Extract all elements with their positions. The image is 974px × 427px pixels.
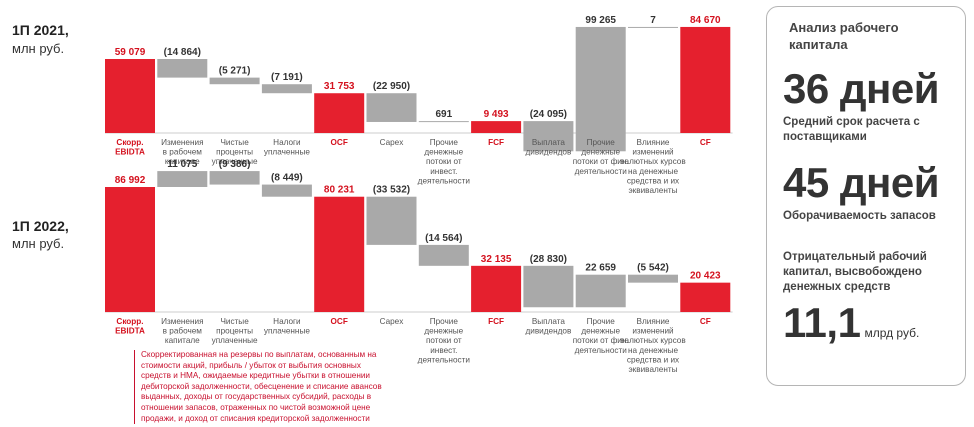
category-label-2021-7: FCF (488, 138, 504, 147)
data-label-2021-11: 84 670 (690, 15, 721, 26)
chart-unit-2021: млн руб. (12, 41, 65, 56)
bar-2021-3 (261, 84, 312, 94)
data-label-2021-8: (24 095) (530, 109, 567, 120)
category-label-2022-9: Прочие денежные потоки от фин. деятельности (573, 317, 629, 355)
bar-2022-6 (418, 244, 469, 266)
category-label-2021-6: Прочие денежные потоки от инвест. деятельнос… (418, 138, 470, 185)
data-label-2022-5: (33 532) (373, 185, 410, 196)
category-label-2021-0: Скорр. EBIDTA (115, 138, 145, 157)
data-label-2021-2: (5 271) (219, 66, 251, 77)
bar-2022-2 (209, 171, 260, 185)
category-label-2022-1: Изменения в рабочем капитале (161, 317, 203, 345)
bar-2021-1 (157, 59, 208, 78)
data-label-2021-7: 9 493 (484, 109, 509, 120)
bar-2021-0 (105, 59, 155, 133)
category-label-2021-3: Налоги уплаченные (264, 138, 310, 157)
category-label-2022-0: Скорр. EBIDTA (115, 317, 145, 336)
bar-2021-10 (628, 26, 678, 28)
chart-title-2022: 1П 2022, (12, 218, 69, 234)
data-label-2022-10: (5 542) (637, 263, 669, 274)
category-label-2021-4: OCF (331, 138, 348, 147)
category-label-2022-7: FCF (488, 317, 504, 326)
negative-wc-label: Отрицательный рабочий капитал, высвобожд… (783, 251, 927, 293)
category-label-2022-3: Налоги уплаченные (264, 317, 310, 336)
data-label-2021-1: (14 864) (164, 47, 201, 58)
bar-2022-5 (366, 196, 417, 245)
data-label-2022-0: 86 992 (115, 175, 146, 186)
chart-title-2021: 1П 2021, (12, 22, 69, 38)
bar-2021-6 (418, 121, 469, 123)
footnote: Скорректированная на резервы по выплатам… (134, 350, 386, 425)
inventory-days-value: 45 дней (783, 159, 940, 206)
negative-wc-number: 11,1 (783, 299, 861, 346)
data-label-2022-3: (8 449) (271, 173, 303, 184)
data-label-2021-4: 31 753 (324, 81, 355, 92)
category-label-2021-8: Выплата дивидендов (525, 138, 571, 157)
bar-2021-2 (209, 77, 260, 85)
working-capital-panel: Анализ рабочего капитала 36 дней Средний… (766, 6, 966, 386)
data-label-2021-6: 691 (435, 109, 452, 120)
bar-2021-5 (366, 93, 417, 122)
data-label-2021-9: 99 265 (585, 15, 616, 26)
panel-title: Анализ рабочего капитала (789, 20, 899, 52)
data-label-2022-7: 32 135 (481, 254, 512, 265)
negative-wc-unit: млрд руб. (864, 326, 920, 340)
category-label-2021-9: Прочие денежные потоки от фин. деятельности (573, 138, 629, 176)
category-label-2022-11: CF (700, 317, 711, 326)
payables-days-label: Средний срок расчета с поставщиками (783, 116, 920, 143)
category-label-2022-8: Выплата дивидендов (525, 317, 571, 336)
bar-2021-11 (680, 26, 731, 134)
data-label-2021-0: 59 079 (115, 47, 146, 58)
chart-unit-2022: млн руб. (12, 236, 65, 251)
data-label-2022-8: (28 830) (530, 254, 567, 265)
waterfall-charts: 1П 2021, млн руб. 1П 2022, млн руб. 59 0… (12, 15, 733, 425)
bar-2021-9 (575, 26, 626, 152)
bar-2022-1 (157, 171, 208, 187)
category-label-2022-4: OCF (331, 317, 348, 326)
waterfall-svg: 59 079 Скорр. EBIDTA (14 864) Изменения в раб… (105, 15, 733, 374)
bar-2021-7 (471, 121, 522, 133)
category-label-2021-1: Изменения в рабочем капитале (161, 138, 203, 166)
data-label-2022-9: 22 659 (585, 263, 616, 274)
bar-2022-10 (628, 274, 678, 283)
bar-2021-4 (314, 93, 365, 133)
category-label-2021-2: Чистые проценты уплаченные (212, 138, 258, 166)
category-label-2021-11: CF (700, 138, 711, 147)
payables-days-value: 36 дней (783, 65, 940, 112)
bar-2022-8 (523, 265, 574, 308)
data-label-2022-6: (14 564) (425, 233, 462, 244)
bar-2022-9 (575, 274, 626, 308)
category-label-2021-5: Capex (380, 138, 404, 147)
category-label-2022-6: Прочие денежные потоки от инвест. деятельнос… (418, 317, 470, 364)
bar-2022-11 (680, 282, 731, 312)
data-label-2022-11: 20 423 (690, 271, 721, 282)
data-label-2022-1: 11 075 (167, 159, 197, 170)
bar-2022-3 (261, 184, 312, 197)
bar-2022-4 (314, 196, 365, 312)
inventory-days-label: Оборачиваемость запасов (783, 210, 936, 222)
category-label-2022-10: Влияние изменений валютных курсов на денежн… (620, 317, 685, 374)
data-label-2021-5: (22 950) (373, 81, 410, 92)
data-label-2021-10: 7 (650, 15, 656, 26)
data-label-2022-4: 80 231 (324, 185, 355, 196)
category-label-2021-10: Влияние изменений валютных курсов на денежн… (620, 138, 685, 195)
bar-2022-0 (105, 187, 155, 312)
data-label-2021-3: (7 191) (271, 72, 303, 83)
bar-2021-8 (523, 121, 574, 152)
negative-wc-value: 11,1 млрд руб. (783, 301, 949, 355)
data-label-2022-2: (9 386) (219, 159, 251, 170)
category-label-2022-5: Capex (380, 317, 404, 326)
category-label-2022-2: Чистые проценты уплаченные (212, 317, 258, 345)
bar-2022-7 (471, 265, 522, 312)
